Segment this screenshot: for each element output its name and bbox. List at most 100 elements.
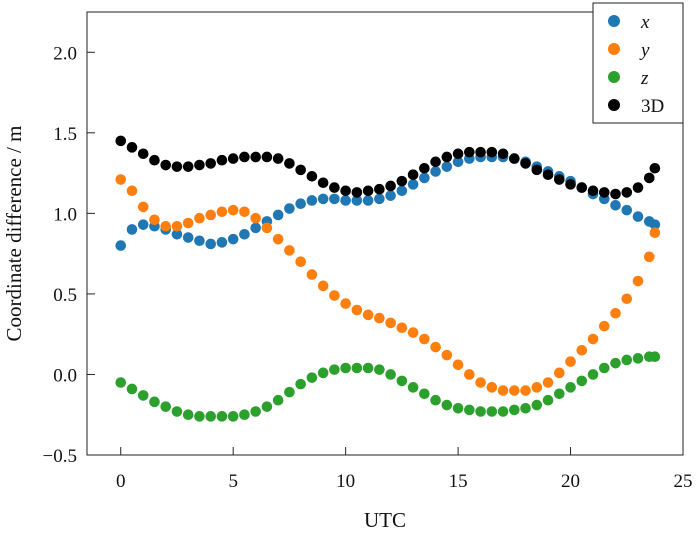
data-point-z [216, 411, 228, 422]
data-point-y [205, 209, 216, 221]
data-point-y [126, 185, 138, 197]
data-point-3D [239, 151, 250, 163]
data-point-3D [362, 185, 374, 197]
data-point-3D [497, 148, 509, 160]
data-point-z [227, 411, 239, 422]
data-point-x [649, 219, 661, 230]
data-point-3D [137, 148, 149, 160]
data-point-3D [554, 174, 565, 185]
data-point-x [632, 211, 644, 222]
data-point-y [115, 174, 127, 185]
data-point-z [250, 406, 261, 417]
legend-label-y: y [639, 40, 650, 61]
data-point-3D [351, 187, 363, 198]
data-point-z [329, 364, 340, 375]
data-point-y [632, 275, 644, 287]
data-point-z [509, 404, 520, 416]
data-point-y [284, 245, 295, 256]
data-point-y [598, 320, 610, 332]
x-tick-label: 20 [561, 471, 580, 492]
data-point-y [610, 307, 621, 319]
data-point-z [430, 394, 441, 406]
data-point-3D [407, 169, 419, 181]
x-tick-label: 15 [449, 471, 468, 492]
data-point-x [452, 156, 464, 168]
data-point-3D [632, 182, 644, 193]
data-point-3D [216, 154, 228, 166]
data-point-x [385, 190, 396, 201]
legend-label-z: z [640, 68, 649, 89]
data-point-x [126, 224, 138, 235]
data-point-3D [272, 153, 284, 164]
data-point-z [598, 362, 610, 374]
data-point-z [587, 369, 599, 380]
data-point-z [565, 382, 576, 393]
data-point-3D [587, 185, 599, 197]
data-point-z [317, 367, 329, 379]
data-point-x [407, 179, 419, 190]
data-point-x [329, 193, 340, 205]
data-point-x [272, 209, 284, 221]
data-point-y [171, 220, 183, 232]
data-point-3D [340, 185, 351, 197]
data-point-y [149, 214, 160, 226]
data-point-x [295, 198, 306, 209]
data-point-z [407, 382, 419, 393]
data-point-3D [452, 148, 464, 160]
data-point-3D [396, 175, 408, 187]
data-point-x [137, 219, 149, 230]
data-point-y [362, 309, 374, 321]
data-point-y [351, 304, 363, 316]
data-point-x [351, 195, 363, 206]
data-point-z [475, 406, 486, 417]
data-point-y [486, 382, 498, 393]
data-point-x [239, 229, 250, 240]
data-point-z [520, 402, 531, 414]
data-point-z [362, 362, 374, 374]
data-point-x [205, 238, 216, 250]
data-point-y [452, 359, 464, 371]
data-point-3D [621, 187, 633, 198]
data-point-3D [160, 159, 172, 171]
data-point-y [531, 382, 543, 393]
data-point-3D [126, 142, 138, 153]
x-tick-label: 25 [674, 471, 693, 492]
data-point-z [171, 406, 183, 417]
data-point-3D [542, 169, 554, 181]
data-point-z [306, 372, 318, 383]
data-point-3D [284, 158, 295, 169]
data-point-3D [464, 146, 475, 158]
data-point-3D [227, 153, 239, 164]
data-point-z [340, 362, 351, 374]
data-point-z [441, 399, 453, 411]
data-point-z [374, 364, 385, 375]
data-point-z [261, 401, 273, 412]
data-point-y [160, 220, 172, 232]
data-point-y [441, 349, 453, 361]
data-point-y [565, 356, 576, 367]
data-point-x [171, 229, 183, 240]
data-point-x [317, 193, 329, 205]
data-point-z [621, 354, 633, 366]
data-point-z [610, 357, 621, 369]
data-point-y [520, 385, 531, 396]
data-point-3D [250, 151, 261, 163]
data-point-3D [598, 187, 610, 198]
plot-area [115, 135, 661, 422]
data-point-z [632, 353, 644, 364]
data-point-y [137, 201, 149, 213]
data-point-x [374, 193, 385, 205]
legend-label-x: x [640, 12, 650, 33]
x-tick-label: 10 [336, 471, 355, 492]
data-point-z [486, 406, 498, 417]
data-point-x [115, 240, 127, 251]
data-point-z [194, 411, 205, 422]
data-point-z [542, 394, 554, 406]
data-point-x [362, 195, 374, 206]
y-tick-label: 1.5 [53, 124, 77, 145]
data-point-y [340, 298, 351, 309]
data-point-x [306, 195, 318, 206]
series-z [115, 351, 661, 422]
data-point-z [295, 378, 306, 390]
